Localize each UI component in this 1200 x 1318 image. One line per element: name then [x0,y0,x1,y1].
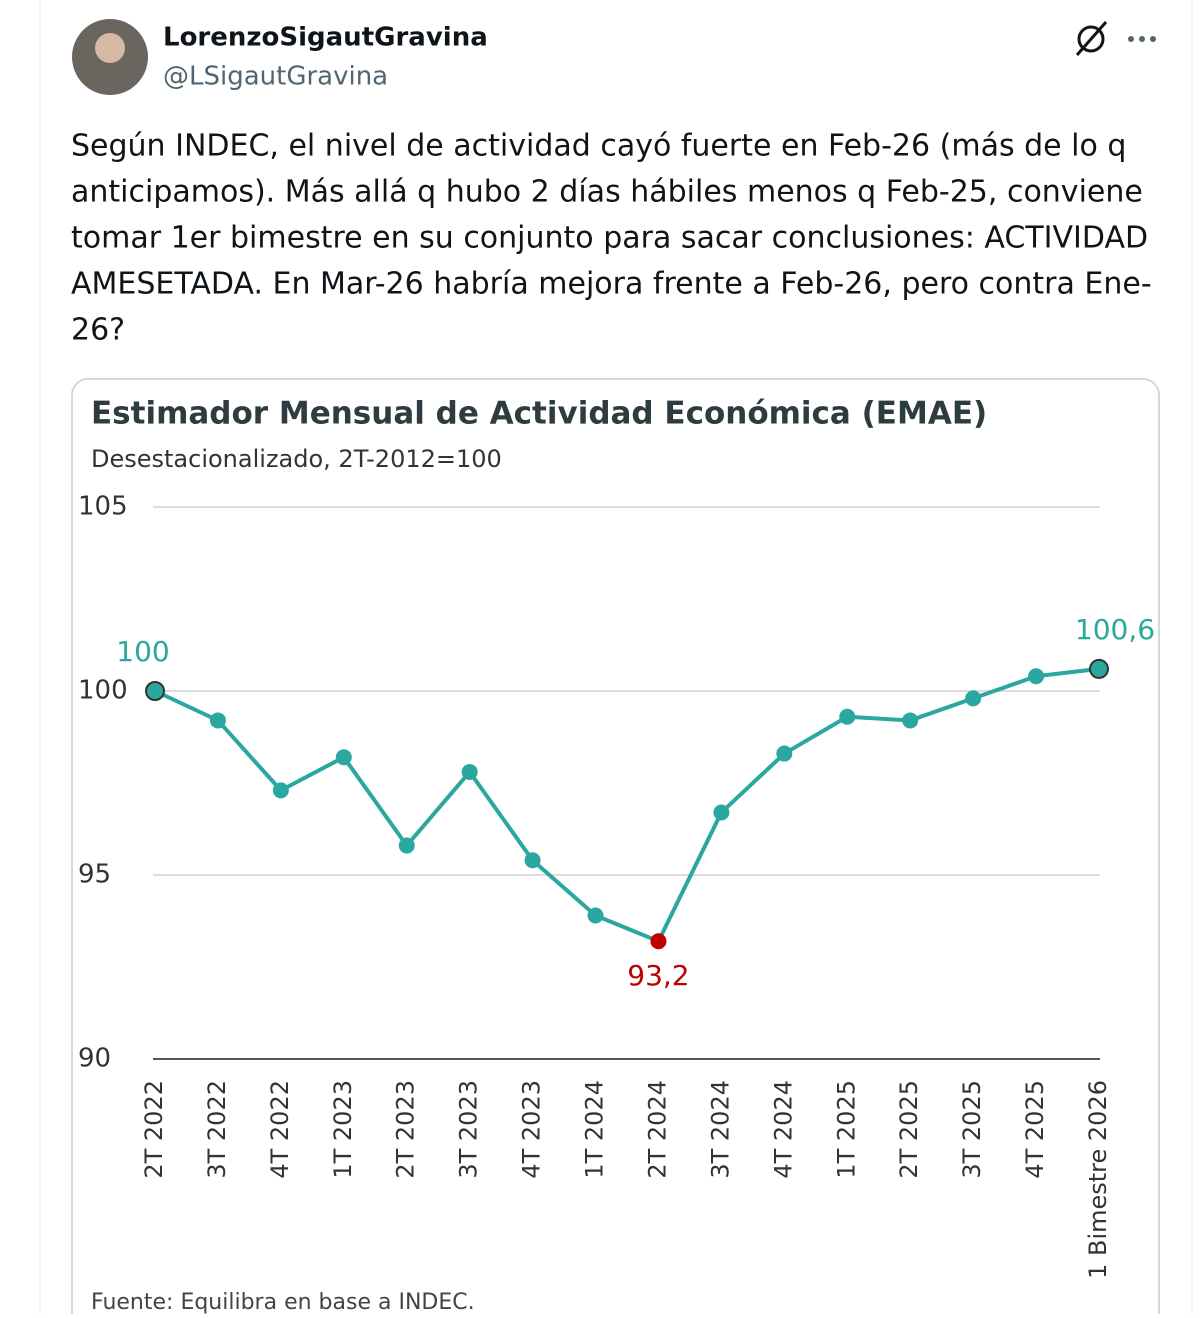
handle[interactable]: @LSigautGravina [163,62,388,92]
point [902,712,919,729]
x-tick-label: 3T 2024 [706,1080,734,1179]
y-tick-label: 90 [78,1044,111,1074]
chart-subtitle: Desestacionalizado, 2T-2012=100 [91,445,502,473]
x-tick-label: 2T 2025 [895,1080,923,1179]
x-tick-label: 2T 2024 [643,1080,671,1179]
x-tick-label: 3T 2022 [203,1080,231,1179]
y-tick-label: 100 [78,676,128,706]
y-tick-label: 95 [78,860,111,890]
point [587,907,604,924]
value-label: 93,2 [627,959,689,992]
x-tick-label: 1 Bimestre 2026 [1084,1080,1112,1279]
x-tick-label: 2T 2022 [140,1080,168,1179]
point [713,804,730,821]
more-icon[interactable] [1128,36,1156,42]
grok-icon[interactable] [1075,21,1108,56]
point [650,933,667,950]
point [398,837,415,854]
point [272,782,289,799]
tweet-line: Según INDEC, el nivel de actividad cayó … [71,129,1126,164]
point [145,681,165,701]
point [776,745,793,762]
point [335,749,352,766]
x-tick-label: 2T 2023 [392,1080,420,1179]
x-tick-label: 1T 2023 [329,1080,357,1179]
point [1089,658,1109,679]
tweet-line: AMESETADA. En Mar-26 habría mejora frent… [71,267,1152,302]
point [524,852,541,869]
avatar-face [95,33,125,63]
tweet-line: anticipamos). Más allá q hubo 2 días háb… [71,175,1143,210]
x-tick-label: 3T 2023 [455,1080,483,1179]
value-label: 100 [116,635,169,668]
x-tick-label: 1T 2024 [581,1080,609,1179]
x-tick-label: 4T 2024 [769,1080,797,1179]
source: Fuente: Equilibra en base a INDEC. [91,1290,475,1314]
point [965,690,982,707]
x-tick-label: 3T 2025 [958,1080,986,1179]
x-tick-label: 4T 2023 [518,1080,546,1179]
plot: 90 95 100 105 2T 2022 3T 2022 4T 2022 1T 2023 2T… [78,492,1155,1279]
tweet-text: Según INDEC, el nivel de actividad cayó … [71,129,1152,348]
y-tick-label: 105 [78,492,128,522]
line [154,666,1100,944]
point [461,763,478,780]
x-tick-label: 4T 2025 [1021,1080,1049,1179]
x-tick-label: 4T 2022 [266,1080,294,1179]
author-name[interactable]: LorenzoSigautGravina [163,23,488,53]
point [839,708,856,725]
tweet-line: 26? [71,313,125,348]
point [1028,668,1045,685]
tweet-line: tomar 1er bimestre en su conjunto para s… [71,221,1148,256]
x-tick-label: 1T 2025 [832,1080,860,1179]
chart-card[interactable] [71,378,1160,1318]
value-label: 100,6 [1075,613,1155,646]
point [209,712,226,729]
chart-title: Estimador Mensual de Actividad Económica… [91,396,987,432]
